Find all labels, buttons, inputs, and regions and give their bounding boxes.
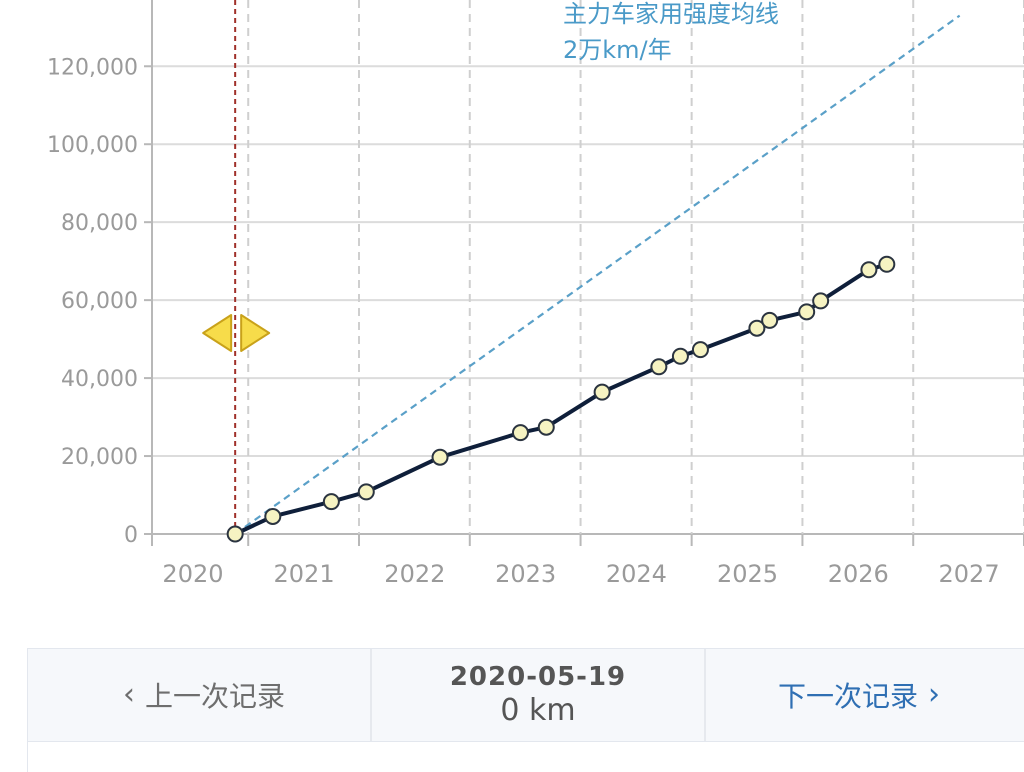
mileage-point	[671, 347, 689, 365]
y-tick-label: 120,000	[47, 55, 138, 80]
cursor-handle-right-icon	[240, 314, 271, 352]
detail-panel-top	[27, 742, 1024, 772]
mileage-point	[878, 255, 896, 273]
mileage-point	[812, 292, 830, 310]
mileage-point	[650, 358, 668, 376]
mileage-point	[798, 303, 816, 321]
current-record-date: 2020-05-19	[449, 662, 627, 692]
record-navigation-bar: ‹ 上一次记录 2020-05-19 0 km 下一次记录 ›	[27, 648, 1024, 742]
next-record-label: 下一次记录	[778, 680, 919, 713]
previous-record-label: 上一次记录	[144, 680, 285, 713]
y-tick-label: 80,000	[61, 211, 138, 236]
mileage-point	[322, 493, 340, 511]
x-tick-label: 2026	[828, 560, 889, 588]
mileage-point	[226, 525, 244, 543]
chevron-right-icon: ›	[928, 676, 941, 712]
x-tick-label: 2021	[274, 560, 335, 588]
mileage-point	[860, 261, 878, 279]
mileage-point	[761, 311, 779, 329]
mileage-point	[691, 341, 709, 359]
mileage-series	[226, 255, 896, 543]
current-record-mileage: 0 km	[500, 693, 576, 728]
x-tick-label: 2020	[162, 560, 223, 588]
mileage-chart: 0 20,000 40,000 60,000 80,000 100,000 120,000 …	[47, 0, 1024, 588]
next-record-button[interactable]: 下一次记录 ›	[706, 649, 1024, 741]
y-axis: 0 20,000 40,000 60,000 80,000 100,000 120,000	[47, 0, 153, 548]
x-tick-label: 2022	[384, 560, 445, 588]
reference-line-label: 主力车家用强度均线	[563, 0, 779, 28]
y-tick-label: 100,000	[47, 133, 138, 158]
x-tick-label: 2027	[939, 560, 1000, 588]
cursor-group[interactable]	[202, 0, 271, 534]
mileage-point	[593, 383, 611, 401]
x-tick-label: 2025	[717, 560, 778, 588]
mileage-point	[511, 424, 529, 442]
reference-line-sublabel: 2万km/年	[563, 36, 672, 64]
y-tick-label: 20,000	[61, 445, 138, 470]
chart-grid	[152, 0, 1024, 535]
mileage-point	[537, 418, 555, 436]
x-tick-label: 2024	[606, 560, 667, 588]
y-tick-label: 40,000	[61, 367, 138, 392]
x-tick-label: 2023	[495, 560, 556, 588]
cursor-handle-left-icon	[202, 314, 233, 352]
mileage-point	[264, 507, 282, 525]
reference-line-group: 主力车家用强度均线 2万km/年	[234, 0, 961, 535]
y-tick-label: 0	[124, 523, 138, 548]
previous-record-button[interactable]: ‹ 上一次记录	[28, 649, 372, 741]
mileage-chart-svg: 020,00040,00060,00080,000100,000120,000 …	[47, 0, 1024, 588]
mileage-point	[748, 319, 766, 337]
x-axis: 2020 2021 2022 2023 2024 2025 2026 2027	[162, 534, 1024, 588]
mileage-point	[357, 483, 375, 501]
reference-line	[234, 14, 961, 535]
chevron-left-icon: ‹	[122, 676, 135, 712]
y-tick-label: 60,000	[61, 289, 138, 314]
current-record-display: 2020-05-19 0 km	[372, 649, 706, 741]
mileage-point	[431, 448, 449, 466]
